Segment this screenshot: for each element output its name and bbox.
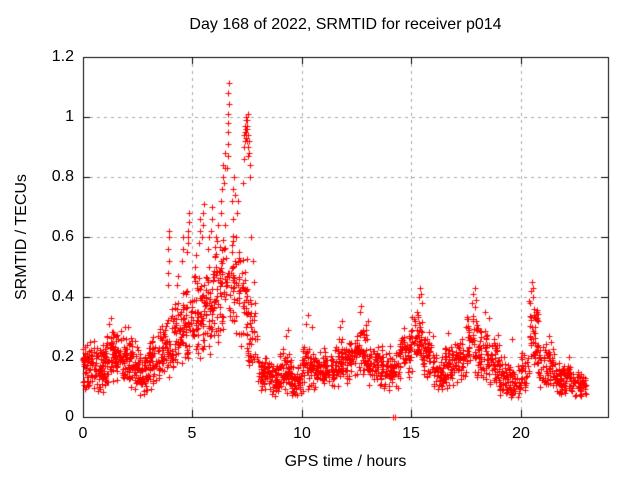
y-tick-label: 0.4 bbox=[51, 288, 74, 305]
x-tick-label: 15 bbox=[402, 425, 420, 442]
x-tick-label: 20 bbox=[512, 425, 530, 442]
y-tick-label: 0.2 bbox=[51, 348, 74, 365]
y-tick-label: 1 bbox=[65, 108, 74, 125]
y-tick-label: 1.2 bbox=[51, 48, 74, 65]
x-tick-label: 5 bbox=[187, 425, 197, 442]
chart-title: Day 168 of 2022, SRMTID for receiver p01… bbox=[189, 16, 502, 33]
y-tick-label: 0.6 bbox=[51, 228, 74, 245]
x-tick-label: 0 bbox=[78, 425, 88, 442]
y-tick-label: 0 bbox=[65, 408, 74, 425]
x-tick-label: 10 bbox=[293, 425, 311, 442]
x-axis-label: GPS time / hours bbox=[284, 453, 407, 470]
y-tick-label: 0.8 bbox=[51, 168, 74, 185]
